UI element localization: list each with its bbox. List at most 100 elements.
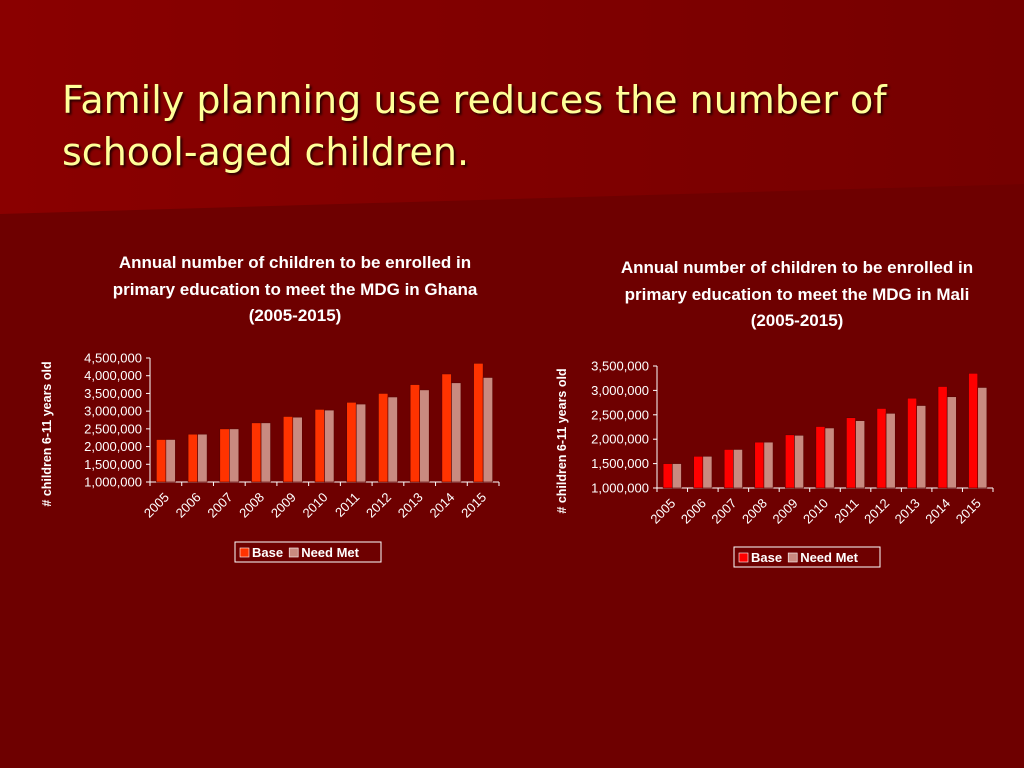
ghana-bar-chart: 4,500,000 4,000,000 3,500,000 3,000,000 2,50… [40, 351, 500, 563]
legend-swatch-need-met [288, 547, 299, 558]
bar-need-met-2012 [885, 413, 896, 489]
bar-base-2013 [907, 397, 917, 489]
bar-need-met-2014 [946, 396, 957, 489]
bar-need-met-2005 [165, 439, 176, 483]
bar-base-2012 [876, 408, 887, 489]
y-tick-label: 2,500,000 [84, 421, 142, 436]
bar-base-2006 [187, 433, 198, 483]
x-tick-label: 2005 [141, 490, 172, 521]
x-tick-label: 2007 [204, 490, 235, 521]
x-tick-label: 2011 [831, 496, 861, 526]
chart-legend: Base Need Met [234, 541, 382, 563]
bar-need-met-2009 [292, 416, 303, 483]
x-tick-label: 2012 [363, 490, 394, 521]
bar-base-2012 [378, 393, 389, 483]
bar-need-met-2007 [733, 449, 743, 489]
bar-need-met-2006 [197, 433, 208, 483]
x-tick-label: 2008 [236, 490, 267, 521]
bar-need-met-2013 [419, 389, 430, 483]
legend-box [234, 541, 382, 563]
y-tick-label: 3,500,000 [84, 386, 142, 401]
bar-base-2006 [693, 455, 704, 489]
bar-need-met-2011 [855, 420, 866, 489]
y-tick-label: 2,000,000 [591, 432, 649, 447]
x-tick-label: 2008 [739, 496, 770, 527]
bar-base-2008 [251, 422, 262, 483]
legend-label: Need Met [800, 550, 858, 565]
y-tick-label: 1,500,000 [591, 456, 649, 471]
x-tick-label: 2015 [458, 490, 489, 521]
bar-base-2007 [723, 449, 734, 489]
mali-bar-chart: 3,500,000 3,000,000 2,500,000 2,000,000 1,50… [555, 359, 994, 568]
bar-base-2009 [784, 434, 795, 489]
legend-swatch-base [738, 552, 749, 563]
bar-need-met-2007 [229, 428, 240, 483]
bar-base-2008 [754, 441, 765, 489]
bar-need-met-2014 [451, 382, 462, 483]
ghana-chart-title: Annual number of children to be enrolled… [112, 253, 478, 325]
bar-base-2011 [346, 401, 357, 483]
legend-swatch-need-met [787, 552, 798, 563]
bar-need-met-2008 [763, 441, 774, 489]
x-tick-label: 2006 [173, 490, 204, 521]
y-tick-label: 4,500,000 [84, 351, 142, 366]
bar-need-met-2005 [671, 463, 682, 489]
x-tick-label: 2010 [800, 496, 831, 527]
bar-base-2005 [156, 439, 167, 483]
x-tick-label: 2010 [300, 490, 331, 521]
bar-base-2014 [441, 373, 452, 483]
bar-base-2015 [968, 373, 979, 489]
x-tick-label: 2009 [268, 490, 299, 521]
x-tick-label: 2005 [647, 496, 678, 527]
slide-title: Family planning use reduces the number o… [62, 78, 887, 174]
y-tick-label: 1,000,000 [84, 475, 142, 490]
x-tick-label: 2007 [708, 496, 739, 527]
x-tick-label: 2013 [892, 496, 923, 527]
bar-base-2007 [219, 428, 230, 483]
y-tick-label: 1,500,000 [84, 457, 142, 472]
x-tick-label: 2014 [426, 490, 457, 521]
y-tick-label: 3,000,000 [591, 383, 649, 398]
x-tick-label: 2015 [953, 496, 984, 527]
chart-legend: Base Need Met [733, 546, 881, 568]
legend-label: Need Met [301, 545, 359, 560]
y-tick-label: 2,500,000 [591, 407, 649, 422]
bar-need-met-2013 [916, 405, 927, 489]
y-axis-label: # children 6-11 years old [40, 361, 54, 506]
bar-need-met-2010 [824, 427, 835, 489]
y-tick-label: 1,000,000 [591, 481, 649, 496]
bar-base-2015 [473, 363, 484, 483]
x-tick-label: 2012 [861, 496, 892, 527]
y-tick-label: 4,000,000 [84, 368, 142, 383]
y-axis-label: # children 6-11 years old [555, 368, 569, 513]
bar-base-2011 [846, 417, 856, 489]
bar-need-met-2012 [387, 396, 398, 483]
bar-need-met-2011 [355, 403, 367, 483]
y-tick-label: 3,000,000 [84, 404, 142, 419]
bar-base-2005 [662, 463, 673, 489]
bar-need-met-2009 [794, 434, 804, 489]
bar-need-met-2010 [324, 409, 335, 483]
bar-base-2014 [937, 386, 948, 489]
bar-need-met-2015 [482, 377, 493, 483]
y-tick-label: 2,000,000 [84, 439, 142, 454]
x-tick-label: 2006 [678, 496, 709, 527]
y-tick-label: 3,500,000 [591, 359, 649, 374]
legend-box [733, 546, 881, 568]
bar-need-met-2015 [977, 387, 988, 489]
x-tick-label: 2013 [395, 490, 426, 521]
bar-need-met-2008 [260, 422, 271, 483]
bar-base-2013 [409, 384, 420, 483]
x-tick-label: 2014 [922, 496, 953, 527]
mali-chart-title: Annual number of children to be enrolled… [620, 258, 974, 330]
bar-base-2009 [282, 416, 294, 483]
legend-label: Base [751, 550, 782, 565]
legend-swatch-base [239, 547, 250, 558]
legend-label: Base [252, 545, 283, 560]
bar-base-2010 [314, 409, 325, 483]
bar-base-2010 [815, 426, 826, 489]
x-tick-label: 2011 [332, 490, 362, 520]
bar-need-met-2006 [702, 455, 713, 489]
